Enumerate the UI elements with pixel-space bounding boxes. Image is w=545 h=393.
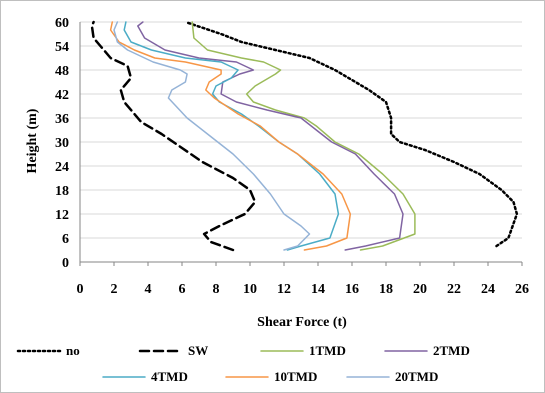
series-line-1tmd bbox=[191, 21, 416, 251]
legend-label: 4TMD bbox=[151, 369, 188, 384]
series-line-20tmd bbox=[113, 21, 311, 251]
x-tick-label: 0 bbox=[77, 282, 84, 297]
legend-label: SW bbox=[188, 343, 208, 358]
legend-item-1tmd: 1TMD bbox=[260, 343, 346, 358]
y-tick-label: 18 bbox=[55, 184, 69, 199]
y-tick-label: 60 bbox=[55, 16, 69, 31]
x-tick-label: 12 bbox=[277, 282, 291, 297]
series-line-no bbox=[184, 20, 519, 248]
legend-item-20tmd: 20TMD bbox=[346, 369, 438, 384]
x-tick-label: 4 bbox=[145, 282, 152, 297]
x-tick-label: 26 bbox=[515, 282, 529, 297]
legend-item-10tmd: 10TMD bbox=[225, 369, 317, 384]
y-tick-label: 12 bbox=[55, 208, 69, 223]
y-tick-label: 24 bbox=[55, 160, 69, 175]
legend-label: 1TMD bbox=[309, 343, 346, 358]
y-tick-label: 36 bbox=[55, 112, 69, 127]
legend-label: 10TMD bbox=[274, 369, 317, 384]
legend-item-no: no bbox=[16, 343, 80, 358]
x-tick-label: 8 bbox=[213, 282, 220, 297]
legend: no SW 1TMD 2TMD 4TMD 10TMD 20TMD bbox=[16, 343, 470, 384]
y-tick-label: 54 bbox=[55, 40, 69, 55]
x-tick-label: 10 bbox=[243, 282, 257, 297]
series-line-2tmd bbox=[137, 21, 404, 251]
x-tick-label: 20 bbox=[413, 282, 427, 297]
legend-label: no bbox=[66, 343, 80, 358]
y-tick-label: 42 bbox=[55, 88, 69, 103]
series-line-10tmd bbox=[109, 21, 352, 251]
legend-item-2tmd: 2TMD bbox=[384, 343, 470, 358]
x-tick-label: 2 bbox=[111, 282, 118, 297]
x-tick-label: 18 bbox=[379, 282, 393, 297]
series-line-sw bbox=[90, 20, 257, 252]
x-tick-label: 22 bbox=[447, 282, 461, 297]
legend-item-sw: SW bbox=[138, 343, 208, 358]
y-tick-label: 48 bbox=[55, 64, 69, 79]
y-axis-title: Height (m) bbox=[25, 108, 40, 173]
legend-label: 20TMD bbox=[395, 369, 438, 384]
x-axis-title: Shear Force (t) bbox=[257, 315, 347, 330]
x-tick-label: 6 bbox=[179, 282, 186, 297]
legend-item-4tmd: 4TMD bbox=[102, 369, 188, 384]
series-group bbox=[90, 20, 519, 252]
x-tick-label: 14 bbox=[311, 282, 325, 297]
y-tick-label: 30 bbox=[55, 136, 69, 151]
x-tick-label: 16 bbox=[345, 282, 359, 297]
x-tick-label: 24 bbox=[481, 282, 495, 297]
y-tick-label: 0 bbox=[62, 256, 69, 271]
y-tick-label: 6 bbox=[62, 232, 69, 247]
legend-label: 2TMD bbox=[433, 343, 470, 358]
